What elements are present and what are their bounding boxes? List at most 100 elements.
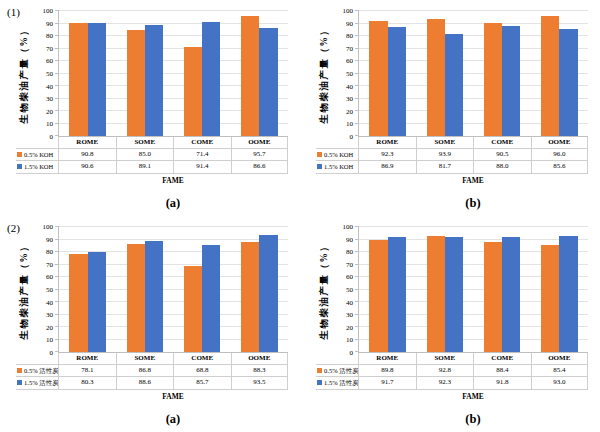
legend-swatch-icon [317,152,322,157]
bar-cluster-come [474,227,531,352]
bar-cluster-some [416,11,473,136]
chart-caption: (a) [58,412,288,427]
bar-rome-series2 [388,237,406,352]
legend-entry: 1.5% KOH [316,161,358,173]
y-tick-label: 10 [46,121,53,128]
legend-label: 1.5% KOH [24,163,53,170]
category-label: COME [173,353,231,365]
category-label: OOME [231,137,289,149]
value-cell: 93.0 [531,377,589,389]
plot-area [58,227,288,353]
value-cell: 85.6 [531,161,589,173]
bar-chart: 生物柴油产量（%）0102030405060708090100ROMESOMEC… [316,227,588,427]
bar-some-series1 [127,30,145,136]
data-table: ROMESOMECOMEOOME0.5% 活性炭89.892.888.485.4… [316,353,588,390]
bar-rome-series1 [69,23,87,137]
bar-rome-series2 [88,23,106,136]
value-cell: 91.8 [473,377,531,389]
y-tick-label: 70 [46,261,53,268]
bar-cluster-come [174,227,231,352]
bar-come-series2 [202,245,220,352]
y-tick-label: 0 [350,134,354,141]
y-tick-label: 80 [346,33,353,40]
legend-swatch-icon [317,380,322,385]
value-cell: 88.6 [116,377,174,389]
bar-oome-series2 [259,235,277,352]
y-tick-label: 50 [346,287,353,294]
bar-oome-series1 [541,245,559,352]
legend-swatch-icon [17,152,22,157]
chart-main: 生物柴油产量（%）0102030405060708090100 [316,227,588,353]
value-cell: 89.8 [358,365,416,377]
value-cell: 92.8 [416,365,474,377]
y-tick-label: 80 [346,249,353,256]
y-axis-title-wrap: 生物柴油产量（%） [16,227,32,353]
legend-swatch-icon [317,368,322,373]
legend-entry: 0.5% 活性炭 [316,365,358,377]
plot-area [58,11,288,137]
legend-swatch-icon [17,368,22,373]
data-table: ROMESOMECOMEOOME0.5% KOH90.885.071.495.7… [16,137,288,174]
y-tick-label: 60 [46,274,53,281]
value-cell: 91.7 [358,377,416,389]
value-cell: 92.3 [416,377,474,389]
value-cell: 86.8 [116,365,174,377]
y-tick-label: 40 [346,299,353,306]
bar-cluster-oome [531,11,588,136]
value-cell: 78.1 [58,365,116,377]
chart-caption: (a) [58,196,288,211]
chart-cell-1a: (1)生物柴油产量（%）0102030405060708090100ROMESO… [0,0,300,216]
y-tick-label: 20 [46,108,53,115]
y-tick-label: 70 [346,45,353,52]
y-tick-label: 10 [346,337,353,344]
chart-cell-2a: (2)生物柴油产量（%）0102030405060708090100ROMESO… [0,216,300,432]
bar-clusters [359,11,588,136]
legend-entry: 1.5% 活性炭 [316,377,358,389]
category-label: COME [473,353,531,365]
value-cell: 86.6 [231,161,289,173]
bar-come-series1 [484,23,502,136]
chart-cell-2b: 生物柴油产量（%）0102030405060708090100ROMESOMEC… [300,216,600,432]
category-label: ROME [58,137,116,149]
y-axis-title-wrap: 生物柴油产量（%） [316,11,332,137]
y-tick-label: 80 [46,33,53,40]
bar-cluster-come [174,11,231,136]
category-label: OOME [231,353,289,365]
bar-cluster-rome [359,227,416,352]
bar-cluster-oome [231,227,288,352]
legend-entry: 0.5% KOH [316,149,358,161]
data-table: ROMESOMECOMEOOME0.5% KOH92.393.990.596.0… [316,137,588,174]
y-tick-label: 70 [346,261,353,268]
value-cell: 89.1 [116,161,174,173]
bar-cluster-some [116,11,173,136]
legend-entry: 0.5% KOH [16,149,58,161]
y-tick-label: 20 [46,324,53,331]
plot-area [358,227,588,353]
chart-cell-1b: 生物柴油产量（%）0102030405060708090100ROMESOMEC… [300,0,600,216]
bar-cluster-rome [359,11,416,136]
bar-oome-series1 [241,242,259,352]
bar-some-series1 [427,19,445,136]
y-tick-label: 10 [46,337,53,344]
bar-come-series2 [502,26,520,136]
y-axis-title-wrap: 生物柴油产量（%） [16,11,32,137]
y-tick-label: 70 [46,45,53,52]
bar-come-series1 [184,266,202,352]
value-cell: 85.7 [173,377,231,389]
y-axis-title: 生物柴油产量（%） [318,241,331,340]
y-axis-title: 生物柴油产量（%） [18,25,31,124]
y-axis-ticks: 0102030405060708090100 [32,227,58,353]
bar-cluster-oome [231,11,288,136]
x-axis-title: FAME [358,392,588,401]
biodiesel-yield-figure: (1)生物柴油产量（%）0102030405060708090100ROMESO… [0,0,600,432]
y-tick-label: 100 [43,8,54,15]
legend-label: 1.5% 活性炭 [24,379,58,386]
y-tick-label: 30 [346,96,353,103]
category-label: SOME [416,137,474,149]
y-axis-ticks: 0102030405060708090100 [32,11,58,137]
bar-chart: 生物柴油产量（%）0102030405060708090100ROMESOMEC… [16,227,288,427]
bar-rome-series1 [369,21,387,136]
value-cell: 95.7 [231,149,289,161]
y-tick-label: 30 [46,312,53,319]
value-cell: 81.7 [416,161,474,173]
